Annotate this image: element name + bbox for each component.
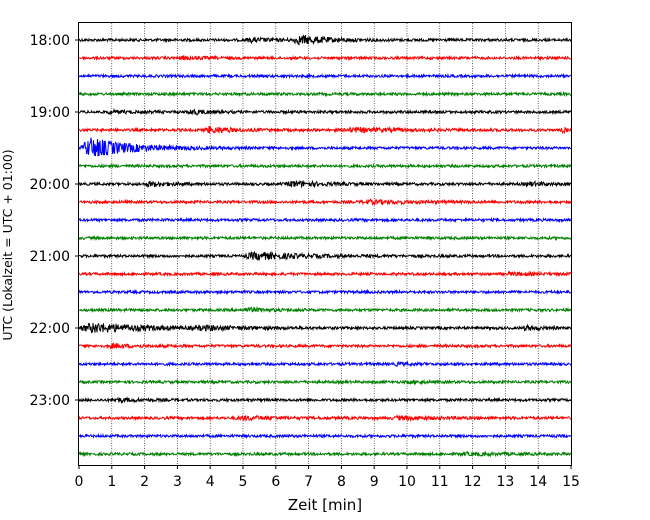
trace-row-13 xyxy=(78,270,572,278)
x-tick-label: 11 xyxy=(431,474,449,490)
x-tick-label: 4 xyxy=(206,474,215,490)
trace-row-23 xyxy=(78,450,572,458)
x-tick-label: 2 xyxy=(140,474,149,490)
x-tick-label: 5 xyxy=(239,474,248,490)
y-axis-label: UTC (Lokalzeit = UTC + 01:00) xyxy=(0,149,15,340)
trace-row-7 xyxy=(78,162,572,170)
trace-row-14 xyxy=(78,288,572,296)
x-tick-label: 6 xyxy=(271,474,280,490)
trace-row-21 xyxy=(78,414,572,422)
trace-row-20 xyxy=(78,396,572,405)
trace-row-12 xyxy=(78,250,572,261)
x-tick-label: 0 xyxy=(75,474,84,490)
x-axis-label: Zeit [min] xyxy=(288,496,362,514)
trace-row-9 xyxy=(78,198,572,206)
vertical-gridlines xyxy=(111,23,539,465)
y-tick-label: 20:00 xyxy=(30,177,70,193)
y-tick-label: 19:00 xyxy=(30,105,70,121)
trace-row-10 xyxy=(78,216,572,224)
trace-row-18 xyxy=(78,360,572,368)
trace-row-3 xyxy=(78,90,572,98)
x-tick-label: 3 xyxy=(173,474,182,490)
trace-row-4 xyxy=(78,107,572,116)
trace-row-19 xyxy=(78,378,572,386)
x-tick-label: 12 xyxy=(464,474,482,490)
y-tick-label: 18:00 xyxy=(30,33,70,49)
trace-row-6 xyxy=(78,137,572,157)
y-tick-label: 22:00 xyxy=(30,321,70,337)
trace-row-1 xyxy=(78,54,572,62)
x-tick-label: 1 xyxy=(107,474,116,490)
trace-row-15 xyxy=(78,305,572,314)
trace-row-17 xyxy=(78,342,572,350)
x-tick-label: 10 xyxy=(398,474,416,490)
trace-row-22 xyxy=(78,432,572,440)
trace-row-2 xyxy=(78,72,572,80)
trace-row-5 xyxy=(78,125,572,135)
y-axis-ticks: 18:00 19:00 20:00 21:00 22:00 23:00 xyxy=(30,33,79,409)
x-tick-label: 9 xyxy=(370,474,379,490)
x-tick-label: 8 xyxy=(337,474,346,490)
x-tick-label: 7 xyxy=(304,474,313,490)
trace-row-16 xyxy=(78,322,572,333)
x-tick-label: 13 xyxy=(496,474,514,490)
y-tick-label: 21:00 xyxy=(30,249,70,265)
plot-frame xyxy=(78,22,572,466)
seismogram-traces xyxy=(78,34,572,458)
x-tick-label: 15 xyxy=(562,474,580,490)
trace-row-0 xyxy=(78,34,572,46)
trace-row-8 xyxy=(78,179,572,189)
trace-row-11 xyxy=(78,234,572,242)
y-tick-label: 23:00 xyxy=(30,393,70,409)
x-axis-ticks: 0 1 2 3 4 5 6 7 8 9 10 11 12 13 14 15 xyxy=(75,465,580,490)
x-tick-label: 14 xyxy=(529,474,547,490)
